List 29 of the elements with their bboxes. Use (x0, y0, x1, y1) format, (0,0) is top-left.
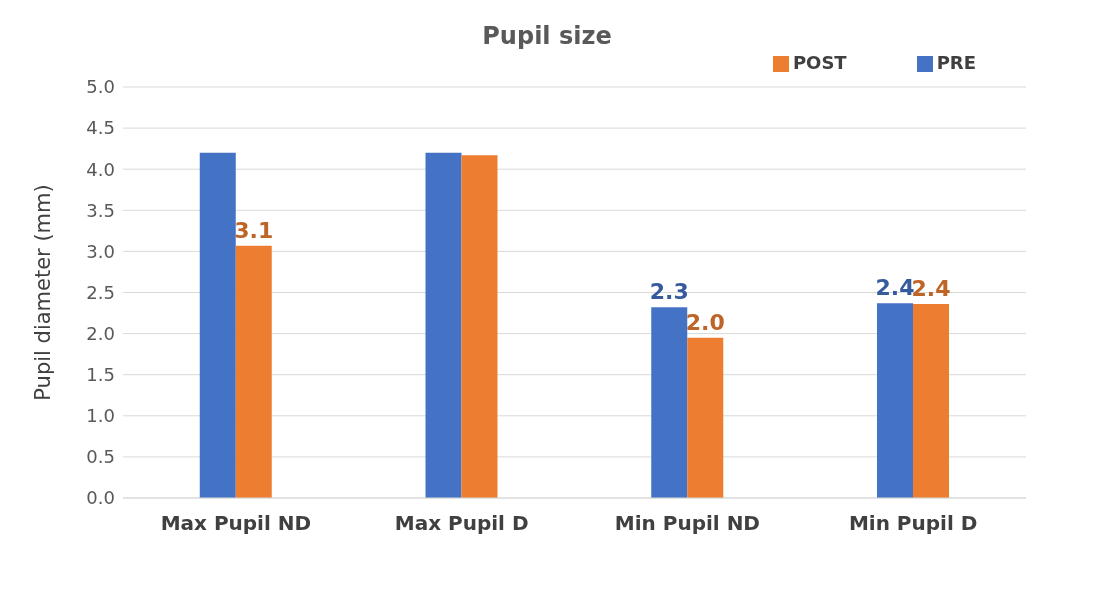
x-tick-label: Min Pupil ND (614, 511, 760, 536)
y-tick-label: 0.5 (86, 446, 115, 468)
bar (687, 337, 724, 498)
y-tick-label: 5.0 (86, 76, 115, 98)
data-label: 2.3 (649, 279, 689, 305)
y-tick-label: 3.5 (86, 199, 115, 221)
y-tick-label: 0.0 (86, 487, 115, 509)
bar (877, 303, 914, 498)
bar (651, 307, 688, 498)
bar (913, 304, 950, 498)
y-tick-label: 1.5 (86, 364, 115, 386)
bar (199, 152, 236, 498)
x-tick-label: Max Pupil D (394, 511, 529, 536)
y-tick-label: 3.0 (86, 240, 115, 262)
bar (425, 152, 462, 498)
y-tick-label: 4.5 (86, 117, 115, 139)
legend-label: PRE (936, 52, 976, 73)
x-tick-label: Max Pupil ND (160, 511, 312, 536)
y-tick-label: 2.0 (86, 322, 115, 344)
x-tick-label: Min Pupil D (848, 511, 978, 536)
data-label: 2.0 (685, 309, 725, 335)
bar (235, 245, 272, 498)
chart-title: Pupil size (481, 22, 613, 50)
y-tick-label: 1.0 (86, 405, 115, 427)
y-tick-label: 4.0 (86, 158, 115, 180)
bar (461, 155, 498, 498)
legend-label: POST (792, 52, 847, 73)
y-tick-label: 2.5 (86, 281, 115, 303)
y-axis-title: Pupil diameter (mm) (31, 184, 56, 401)
